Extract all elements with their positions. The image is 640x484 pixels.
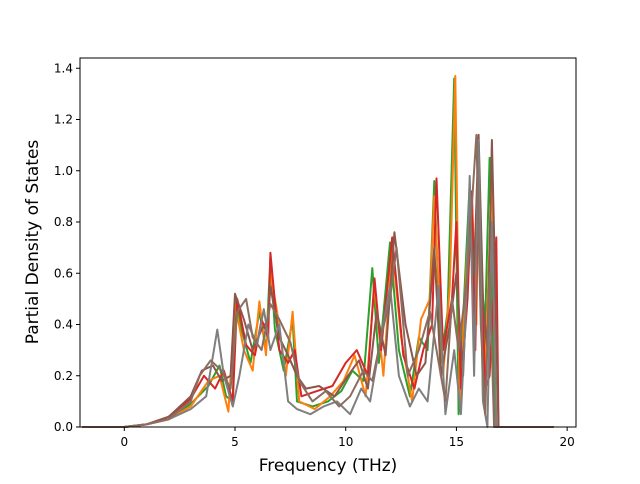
- series-line-5: [82, 139, 554, 428]
- y-tick-label: 0.6: [54, 266, 73, 280]
- plot-frame: [79, 57, 577, 428]
- x-axis-label: Frequency (THz): [259, 456, 398, 476]
- y-tick-label: 0.2: [54, 369, 73, 383]
- y-tick-label: 1.4: [54, 61, 73, 75]
- x-tick-label: 5: [231, 435, 239, 449]
- x-tick-label: 20: [560, 435, 575, 449]
- y-tick-label: 1.0: [54, 164, 73, 178]
- series-line-6: [82, 133, 554, 428]
- y-tick-label: 0.4: [54, 318, 73, 332]
- y-tick-label: 1.2: [54, 113, 73, 127]
- x-tick-label: 15: [449, 435, 464, 449]
- y-tick-label: 0.8: [54, 215, 73, 229]
- series-layer: [82, 74, 554, 428]
- x-tick-label: 10: [338, 435, 353, 449]
- y-axis-label: Partial Density of States: [23, 140, 43, 345]
- x-axis-ticks: 0 5 10 15 20: [120, 427, 575, 449]
- y-tick-label: 0.0: [54, 420, 73, 434]
- x-tick-label: 0: [120, 435, 128, 449]
- y-axis-ticks: 0.0 0.2 0.4 0.6 0.8 1.0 1.2 1.4: [54, 61, 80, 434]
